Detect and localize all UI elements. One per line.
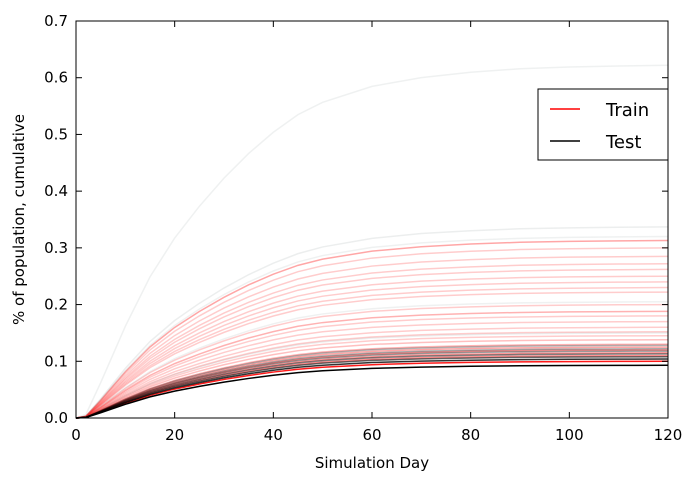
series-line-train-0 (75, 239, 669, 419)
series-line-train-13 (75, 326, 669, 419)
y-tick-label: 0.2 (44, 296, 68, 314)
y-tick-label: 0.1 (44, 352, 68, 370)
series-line-train-9 (75, 303, 669, 419)
x-tick-label: 80 (461, 426, 480, 444)
series-line-train-8 (75, 291, 669, 419)
series-line-test-23 (75, 64, 669, 419)
series-line-test-24 (75, 226, 669, 419)
legend-label-train: Train (605, 100, 649, 121)
series-line-train-2 (75, 255, 669, 419)
series-line-train-1 (75, 247, 669, 419)
series-line-train-18 (75, 346, 669, 419)
series-line-test-26 (75, 300, 669, 419)
x-tick-label: 60 (362, 426, 381, 444)
series-line-train-11 (75, 315, 669, 419)
y-tick-label: 0.7 (44, 12, 68, 30)
series-line-train-15 (75, 335, 669, 419)
legend-box (537, 88, 669, 161)
y-tick-label: 0.5 (44, 125, 68, 143)
x-tick-label: 40 (264, 426, 283, 444)
series-line-test-27 (75, 332, 669, 419)
y-tick-label: 0.4 (44, 182, 68, 200)
series-line-train-7 (75, 286, 669, 419)
axis-ticks: 0 20 40 60 80 100 120 0.0 0.1 0.2 0.3 0.4 0.5 0.6 0.7 (44, 12, 682, 444)
series-line-train-14 (75, 331, 669, 419)
x-tick-label: 20 (165, 426, 184, 444)
series-line-train-5 (75, 275, 669, 419)
series-line-train-10 (75, 310, 669, 419)
legend-label-test: Test (605, 132, 641, 153)
series-line-train-3 (75, 262, 669, 419)
series-line-train-16 (75, 338, 669, 419)
x-tick-label: 120 (654, 426, 683, 444)
y-tick-label: 0.0 (44, 409, 68, 427)
y-tick-label: 0.3 (44, 239, 68, 257)
series-line-train-4 (75, 268, 669, 419)
legend: Train Test (537, 88, 669, 161)
series-line-test-28 (75, 344, 669, 419)
series-line-test-33 (75, 358, 669, 419)
series-line-train-17 (75, 343, 669, 419)
x-tick-label: 100 (555, 426, 584, 444)
y-axis-label: % of population, cumulative (10, 114, 28, 325)
series-line-test-29 (75, 348, 669, 419)
x-tick-label: 0 (71, 426, 81, 444)
series-line-train-19 (75, 349, 669, 419)
series-line-test-34 (75, 364, 669, 419)
series-line-test-25 (75, 235, 669, 419)
x-axis-label: Simulation Day (315, 454, 429, 472)
y-tick-label: 0.6 (44, 69, 68, 87)
series-lines (75, 64, 669, 419)
series-line-train-12 (75, 320, 669, 419)
series-line-train-6 (75, 281, 669, 419)
